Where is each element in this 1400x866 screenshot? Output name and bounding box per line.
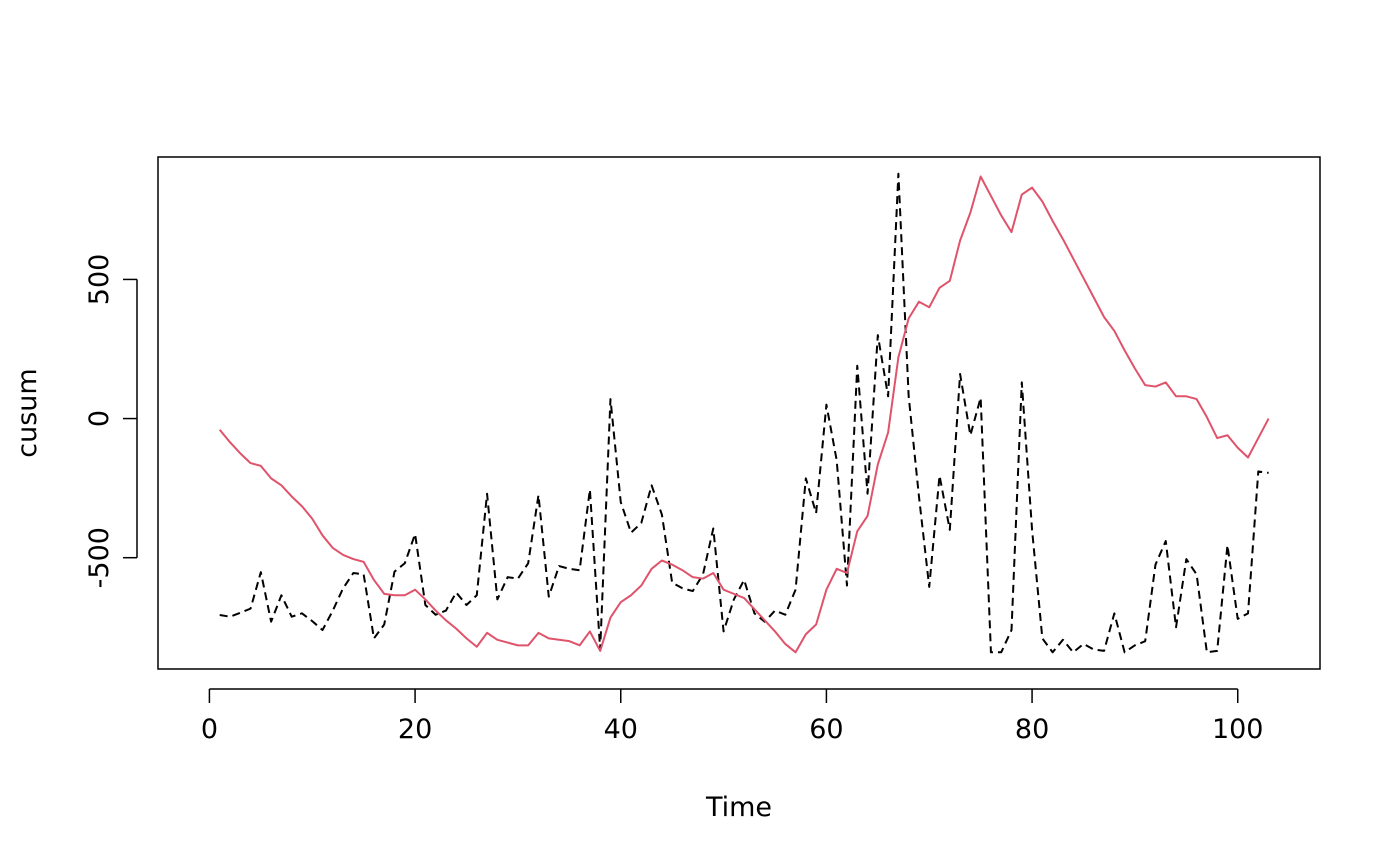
x-tick-label: 100 bbox=[1212, 714, 1264, 745]
y-tick-label: 0 bbox=[84, 410, 115, 427]
x-tick-label: 40 bbox=[604, 714, 638, 745]
x-tick-label: 60 bbox=[809, 714, 843, 745]
plot-frame bbox=[157, 156, 1321, 670]
x-tick-label: 20 bbox=[398, 714, 432, 745]
series-line-1 bbox=[219, 172, 1269, 654]
x-axis: 0 20 40 60 80 100 bbox=[201, 688, 1264, 745]
series-line-2 bbox=[218, 175, 1270, 654]
series-layer bbox=[218, 172, 1270, 654]
y-axis: -500 0 500 bbox=[84, 254, 138, 588]
x-tick-label: 80 bbox=[1015, 714, 1049, 745]
y-tick-label: 500 bbox=[84, 254, 115, 306]
y-tick-label: -500 bbox=[84, 527, 115, 588]
x-tick-label: 0 bbox=[201, 714, 218, 745]
y-axis-label: cusum bbox=[12, 368, 43, 457]
x-axis-label: Time bbox=[705, 792, 772, 823]
